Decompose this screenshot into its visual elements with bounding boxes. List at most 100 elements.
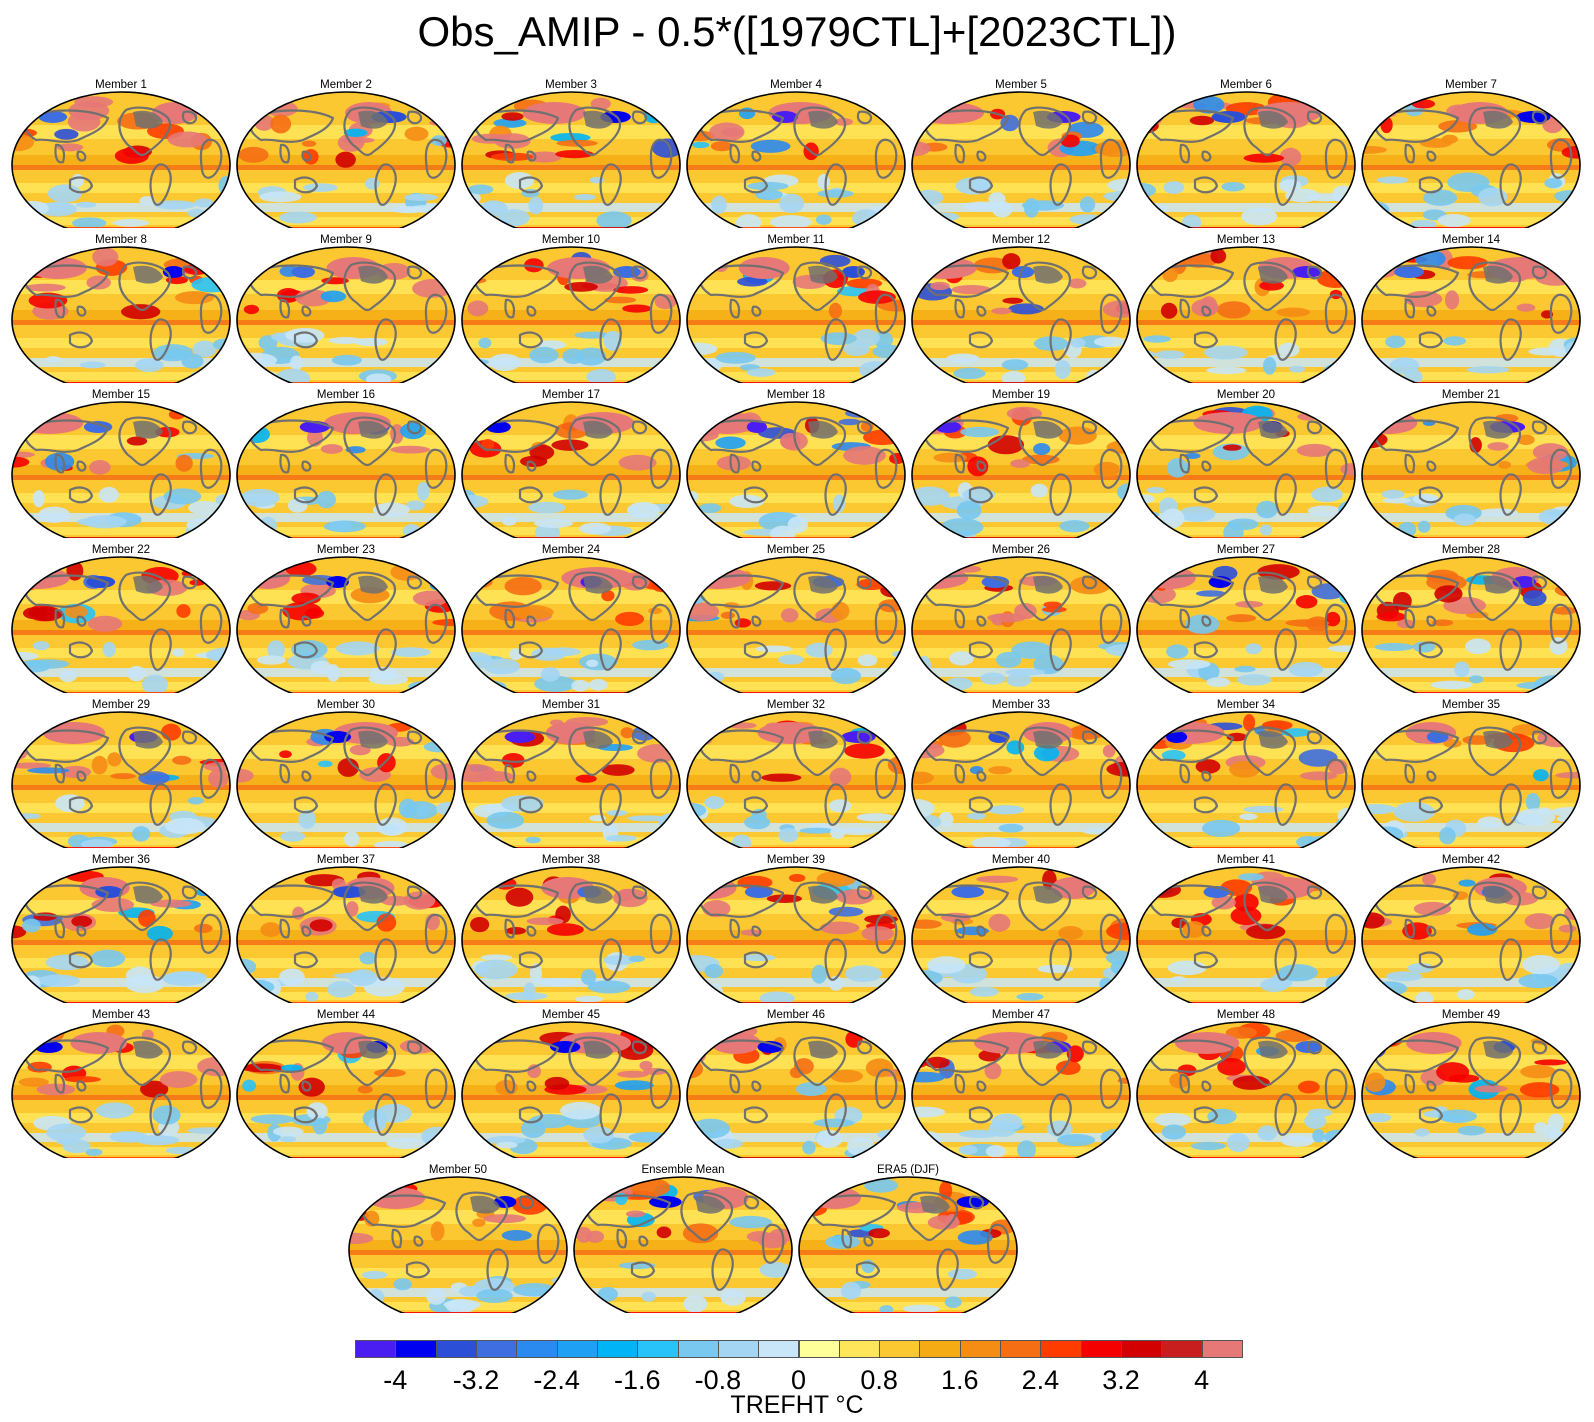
map-panel-label: Member 47: [991, 1009, 1051, 1021]
colorbar-swatch: [1000, 1340, 1042, 1358]
colorbar-swatch: [879, 1340, 921, 1358]
map-panel: Member 33: [908, 698, 1134, 848]
map-panel: Member 38: [458, 853, 684, 1003]
map-panel-label: Member 48: [1216, 1009, 1276, 1021]
map-panel-label: Member 6: [1220, 79, 1272, 91]
world-map: [1136, 246, 1356, 383]
map-panel-label: Member 2: [320, 79, 372, 91]
world-map: [1361, 866, 1581, 1003]
map-panel-label: Member 43: [91, 1009, 151, 1021]
world-map: [686, 711, 906, 848]
colorbar-swatch: [637, 1340, 679, 1358]
map-panel-label: Member 11: [767, 234, 825, 246]
map-panel-label: Member 40: [991, 854, 1051, 866]
map-panel: Member 48: [1133, 1008, 1359, 1158]
map-panel-label: Member 19: [991, 389, 1051, 401]
map-panel-label: Member 23: [316, 544, 376, 556]
map-panel-label: Member 49: [1441, 1009, 1501, 1021]
world-map: [348, 1176, 568, 1313]
map-panel: Member 5: [908, 78, 1134, 228]
map-panel: Member 13: [1133, 233, 1359, 383]
map-panel: Member 19: [908, 388, 1134, 538]
map-panel-label: Member 12: [991, 234, 1051, 246]
map-panel: Member 8: [8, 233, 234, 383]
world-map: [911, 866, 1131, 1003]
map-panel: Member 30: [233, 698, 459, 848]
colorbar-swatch: [355, 1340, 397, 1358]
map-panel: Member 2: [233, 78, 459, 228]
world-map: [1361, 246, 1581, 383]
world-map: [461, 556, 681, 693]
map-panel-label: Member 14: [1441, 234, 1501, 246]
world-map: [11, 866, 231, 1003]
map-panel-label: Member 35: [1441, 699, 1501, 711]
world-map: [11, 556, 231, 693]
map-panel-label: Member 1: [95, 79, 147, 91]
map-panel-label: Member 22: [91, 544, 151, 556]
colorbar-tick-label: 0.8: [860, 1365, 898, 1395]
map-panel: Member 22: [8, 543, 234, 693]
map-panel-label: Member 32: [766, 699, 826, 711]
map-panel: Member 15: [8, 388, 234, 538]
world-map: [1361, 556, 1581, 693]
map-panel-label: Member 3: [545, 79, 597, 91]
map-panel-label: Member 44: [316, 1009, 376, 1021]
world-map: [461, 91, 681, 228]
colorbar-swatch: [677, 1340, 719, 1358]
map-panel: Member 12: [908, 233, 1134, 383]
world-map: [11, 1021, 231, 1158]
world-map: [573, 1176, 793, 1313]
world-map: [911, 91, 1131, 228]
map-panel: Member 14: [1358, 233, 1584, 383]
map-panel: Member 17: [458, 388, 684, 538]
world-map: [798, 1176, 1018, 1313]
map-panel-label: Member 18: [766, 389, 826, 401]
map-panel: Member 42: [1358, 853, 1584, 1003]
colorbar-swatch: [919, 1340, 961, 1358]
colorbar-tick-label: -4: [383, 1365, 408, 1395]
colorbar-swatch: [798, 1340, 840, 1358]
map-panel: Member 35: [1358, 698, 1584, 848]
world-map: [236, 246, 456, 383]
map-panel-label: Member 24: [541, 544, 601, 556]
map-panel: Member 50: [345, 1163, 571, 1313]
world-map: [1361, 401, 1581, 538]
colorbar-swatch: [1080, 1340, 1123, 1358]
colorbar-swatch: [556, 1340, 598, 1358]
map-panel-label: Member 17: [541, 389, 601, 401]
world-map: [1361, 1021, 1581, 1158]
colorbar: [355, 1340, 1243, 1360]
world-map: [11, 246, 231, 383]
colorbar-swatch: [717, 1340, 760, 1358]
world-map: [236, 401, 456, 538]
map-panel-label: Member 41: [1216, 854, 1276, 866]
map-panel: Member 36: [8, 853, 234, 1003]
map-panel: Member 46: [683, 1008, 909, 1158]
map-panel-label: Member 10: [541, 234, 601, 246]
colorbar-title: TREFHT °C: [730, 1391, 864, 1419]
world-map: [686, 1021, 906, 1158]
map-panel-label: Member 27: [1216, 544, 1276, 556]
map-panel-label: Member 45: [541, 1009, 601, 1021]
world-map: [1361, 91, 1581, 228]
map-panel-label: Member 5: [995, 79, 1047, 91]
world-map: [911, 401, 1131, 538]
map-panel-label: Member 46: [766, 1009, 826, 1021]
colorbar-swatch: [395, 1340, 437, 1358]
world-map: [461, 1021, 681, 1158]
map-panel-label: Member 15: [91, 389, 151, 401]
map-panel-label: Member 37: [316, 854, 376, 866]
map-panel-label: Ensemble Mean: [641, 1164, 725, 1176]
colorbar-swatch: [475, 1340, 518, 1358]
map-panel-label: Member 9: [320, 234, 372, 246]
map-panel-label: Member 30: [316, 699, 376, 711]
colorbar-tick-label: 2.4: [1021, 1365, 1060, 1395]
map-panel: Member 23: [233, 543, 459, 693]
map-panel: Member 28: [1358, 543, 1584, 693]
world-map: [1361, 711, 1581, 848]
map-panel: Member 40: [908, 853, 1134, 1003]
map-panel: Member 34: [1133, 698, 1359, 848]
map-panel-label: Member 29: [91, 699, 151, 711]
world-map: [686, 246, 906, 383]
colorbar-tick-label: 4: [1194, 1365, 1210, 1395]
